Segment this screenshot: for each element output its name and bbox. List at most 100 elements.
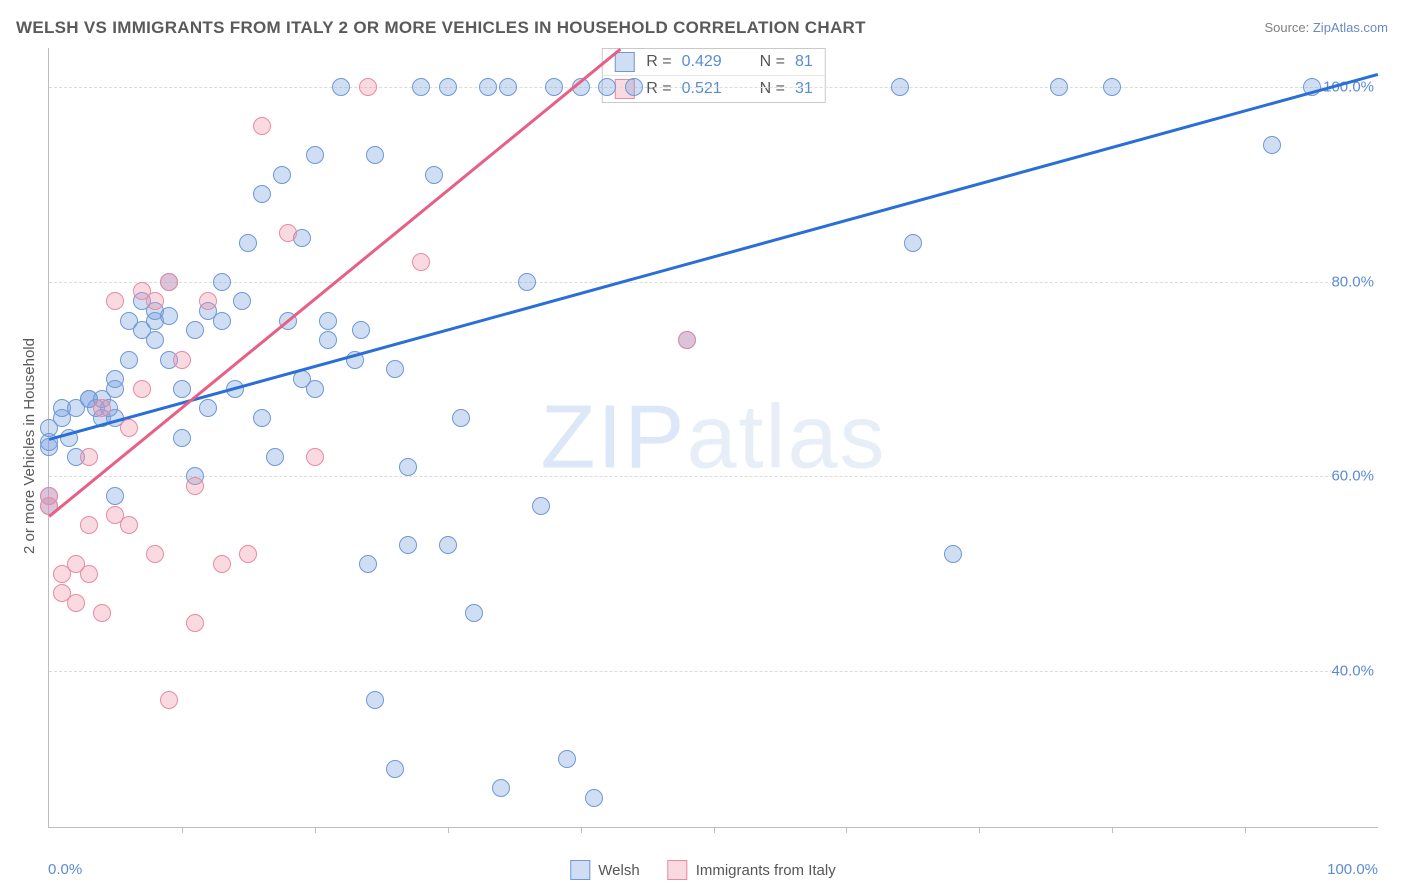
data-point xyxy=(93,604,111,622)
x-tick xyxy=(581,827,582,833)
data-point xyxy=(366,146,384,164)
data-point xyxy=(120,516,138,534)
data-point xyxy=(186,321,204,339)
stat-n-label: N = xyxy=(760,53,785,71)
y-tick-label: 80.0% xyxy=(1331,273,1380,290)
trend-line xyxy=(49,72,1379,440)
data-point xyxy=(80,516,98,534)
swatch-welsh xyxy=(614,52,634,72)
stat-n-label: N = xyxy=(760,80,785,98)
gridline xyxy=(49,282,1378,283)
source-label: Source: xyxy=(1264,20,1312,35)
plot-area: ZIPatlas R = 0.429 N = 81 R = 0.521 N = … xyxy=(48,48,1378,828)
data-point xyxy=(678,331,696,349)
data-point xyxy=(1263,136,1281,154)
stat-r-label: R = xyxy=(646,80,671,98)
data-point xyxy=(146,292,164,310)
data-point xyxy=(386,360,404,378)
data-point xyxy=(133,380,151,398)
data-point xyxy=(266,448,284,466)
data-point xyxy=(465,604,483,622)
data-point xyxy=(160,307,178,325)
data-point xyxy=(120,419,138,437)
data-point xyxy=(399,536,417,554)
data-point xyxy=(319,331,337,349)
data-point xyxy=(173,380,191,398)
data-point xyxy=(399,458,417,476)
data-point xyxy=(944,545,962,563)
data-point xyxy=(412,253,430,271)
data-point xyxy=(239,545,257,563)
data-point xyxy=(625,78,643,96)
data-point xyxy=(452,409,470,427)
stat-n-value-italy: 31 xyxy=(795,80,813,98)
data-point xyxy=(186,614,204,632)
data-point xyxy=(366,691,384,709)
y-axis-title: 2 or more Vehicles in Household xyxy=(21,338,38,554)
y-tick-label: 60.0% xyxy=(1331,468,1380,485)
data-point xyxy=(359,78,377,96)
data-point xyxy=(306,146,324,164)
data-point xyxy=(585,789,603,807)
data-point xyxy=(492,779,510,797)
source-link[interactable]: ZipAtlas.com xyxy=(1313,20,1388,35)
data-point xyxy=(306,448,324,466)
chart-title: WELSH VS IMMIGRANTS FROM ITALY 2 OR MORE… xyxy=(16,18,866,38)
data-point xyxy=(173,429,191,447)
data-point xyxy=(253,409,271,427)
x-tick xyxy=(1245,827,1246,833)
data-point xyxy=(352,321,370,339)
data-point xyxy=(319,312,337,330)
data-point xyxy=(213,273,231,291)
data-point xyxy=(146,331,164,349)
x-axis-max-label: 100.0% xyxy=(1327,861,1378,878)
legend-item-welsh: Welsh xyxy=(570,860,639,880)
data-point xyxy=(199,399,217,417)
x-tick xyxy=(448,827,449,833)
data-point xyxy=(545,78,563,96)
source-credit: Source: ZipAtlas.com xyxy=(1264,20,1388,35)
data-point xyxy=(213,312,231,330)
data-point xyxy=(199,292,217,310)
data-point xyxy=(146,545,164,563)
data-point xyxy=(93,399,111,417)
data-point xyxy=(106,292,124,310)
data-point xyxy=(273,166,291,184)
legend-item-italy: Immigrants from Italy xyxy=(668,860,836,880)
data-point xyxy=(80,565,98,583)
watermark-part2: atlas xyxy=(686,387,886,487)
bottom-legend: Welsh Immigrants from Italy xyxy=(570,860,835,880)
data-point xyxy=(173,351,191,369)
data-point xyxy=(499,78,517,96)
data-point xyxy=(439,536,457,554)
chart-container: WELSH VS IMMIGRANTS FROM ITALY 2 OR MORE… xyxy=(0,0,1406,892)
data-point xyxy=(425,166,443,184)
legend-label-italy: Immigrants from Italy xyxy=(696,862,836,879)
stats-row-welsh: R = 0.429 N = 81 xyxy=(602,49,824,75)
data-point xyxy=(233,292,251,310)
data-point xyxy=(120,351,138,369)
data-point xyxy=(40,487,58,505)
watermark: ZIPatlas xyxy=(540,386,886,489)
stat-r-value-italy: 0.521 xyxy=(682,80,742,98)
legend-swatch-welsh xyxy=(570,860,590,880)
data-point xyxy=(160,691,178,709)
x-axis-min-label: 0.0% xyxy=(48,861,82,878)
gridline xyxy=(49,476,1378,477)
data-point xyxy=(479,78,497,96)
legend-swatch-italy xyxy=(668,860,688,880)
x-tick xyxy=(315,827,316,833)
data-point xyxy=(891,78,909,96)
data-point xyxy=(279,224,297,242)
data-point xyxy=(1103,78,1121,96)
x-tick xyxy=(714,827,715,833)
data-point xyxy=(386,760,404,778)
data-point xyxy=(558,750,576,768)
data-point xyxy=(160,273,178,291)
data-point xyxy=(904,234,922,252)
x-tick xyxy=(979,827,980,833)
data-point xyxy=(253,185,271,203)
data-point xyxy=(253,117,271,135)
data-point xyxy=(239,234,257,252)
stat-r-value-welsh: 0.429 xyxy=(682,53,742,71)
